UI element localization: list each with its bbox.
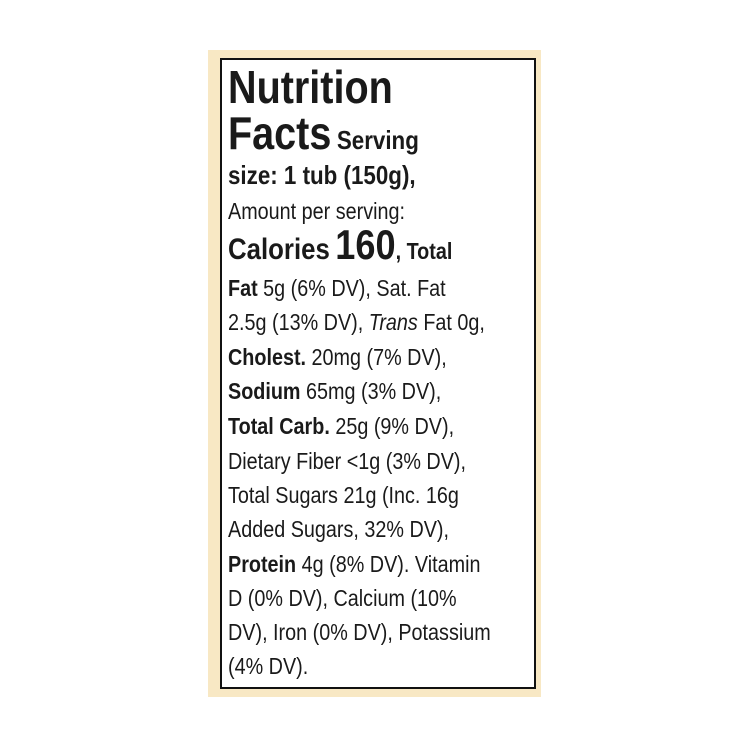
line: Protein 4g (8% DV). Vitamin	[228, 549, 480, 579]
line: Calories 160, Total	[228, 224, 453, 266]
line: Dietary Fiber <1g (3% DV),	[228, 446, 466, 476]
nutrient: Cholest.	[228, 344, 307, 370]
text: Dietary Fiber <1g (3% DV),	[228, 448, 466, 474]
line: Added Sugars, 32% DV),	[228, 514, 449, 544]
serving: Serving	[336, 125, 419, 155]
text: 5g (6% DV), Sat. Fat	[263, 275, 446, 301]
text: Fat 0g,	[423, 309, 485, 335]
text: Amount per serving:	[228, 198, 406, 224]
line: Nutrition	[228, 64, 393, 110]
nutrient: Sodium	[228, 378, 301, 404]
text: Trans	[368, 309, 418, 335]
text: 20mg (7% DV),	[311, 344, 447, 370]
line: 2.5g (13% DV), Trans Fat 0g,	[228, 307, 485, 337]
line: size: 1 tub (150g),	[228, 160, 416, 191]
nutrient: Fat	[228, 275, 258, 301]
nutrient: Total Carb.	[228, 413, 330, 439]
text: 65mg (3% DV),	[306, 378, 442, 404]
text: , Total	[395, 238, 453, 264]
line: Cholest. 20mg (7% DV),	[228, 342, 447, 372]
title: Facts	[228, 107, 332, 159]
title: Nutrition	[228, 61, 393, 113]
serving: size: 1 tub (150g),	[228, 160, 416, 190]
calories-value: 160	[335, 221, 396, 268]
line: (4% DV).	[228, 651, 308, 681]
text: Total Sugars 21g (Inc. 16g	[228, 482, 459, 508]
line: Total Carb. 25g (9% DV),	[228, 411, 454, 441]
nutrient: Protein	[228, 551, 297, 577]
text: DV), Iron (0% DV), Potassium	[228, 619, 491, 645]
text: D (0% DV), Calcium (10%	[228, 585, 457, 611]
line: Amount per serving:	[228, 196, 405, 226]
text: 2.5g (13% DV),	[228, 309, 364, 335]
calories-label: Calories	[228, 233, 330, 266]
text: Added Sugars, 32% DV),	[228, 516, 450, 542]
text: 25g (9% DV),	[335, 413, 455, 439]
line: Fat 5g (6% DV), Sat. Fat	[228, 273, 446, 303]
line: Total Sugars 21g (Inc. 16g	[228, 480, 459, 510]
line: DV), Iron (0% DV), Potassium	[228, 617, 491, 647]
text: 4g (8% DV). Vitamin	[301, 551, 481, 577]
line: D (0% DV), Calcium (10%	[228, 583, 457, 613]
text: (4% DV).	[228, 653, 309, 679]
line: Facts Serving	[228, 110, 419, 156]
label-box	[220, 58, 536, 689]
line: Sodium 65mg (3% DV),	[228, 376, 441, 406]
